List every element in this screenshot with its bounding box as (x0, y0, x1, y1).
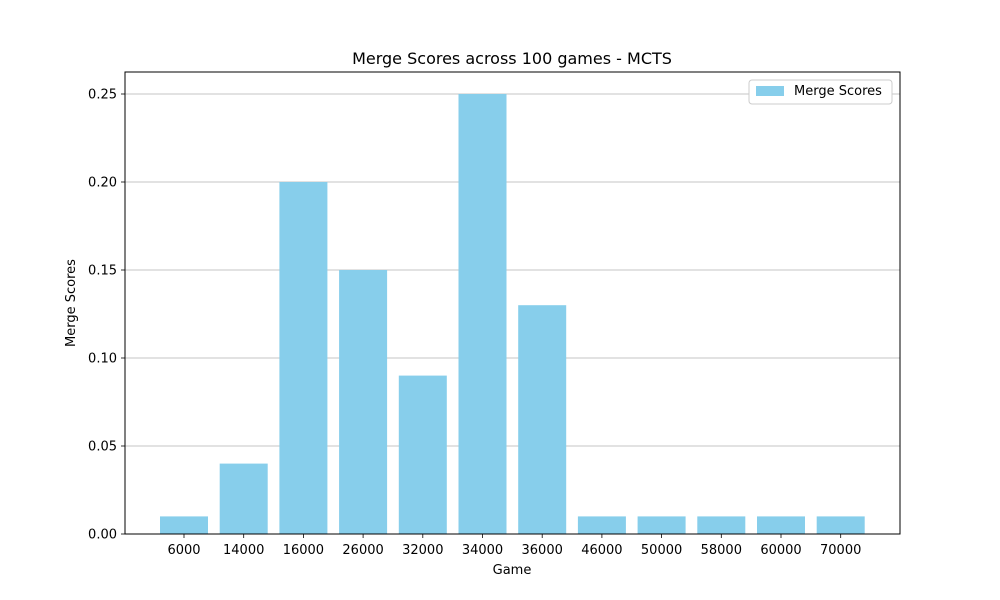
x-ticks: 6000 14000 16000 26000 32000 34000 36000 46000 5… (167, 534, 861, 558)
x-tick-label: 58000 (701, 543, 742, 558)
y-tick-label: 0.20 (88, 176, 117, 191)
x-tick-label: 32000 (402, 543, 443, 558)
x-tick-label: 70000 (820, 543, 861, 558)
bar (219, 463, 268, 534)
legend-label: Merge Scores (794, 84, 882, 99)
x-tick-label: 50000 (641, 543, 682, 558)
x-tick-label: 6000 (167, 543, 200, 558)
plot-frame (124, 71, 901, 535)
chart-title: Merge Scores across 100 games - MCTS (352, 49, 672, 68)
bar (458, 94, 507, 534)
x-axis-label: Game (493, 563, 532, 578)
bar (637, 516, 686, 534)
bar (279, 182, 328, 534)
x-tick-label: 26000 (342, 543, 383, 558)
bar (816, 516, 865, 534)
bar (339, 270, 388, 534)
legend-frame (748, 79, 893, 105)
bar (518, 305, 567, 534)
x-tick-label: 16000 (283, 543, 324, 558)
x-tick-label: 14000 (223, 543, 264, 558)
legend-swatch (756, 86, 784, 96)
y-tick-label: 0.15 (88, 264, 117, 279)
x-tick-label: 46000 (581, 543, 622, 558)
bar (577, 516, 626, 534)
y-axis-label: Merge Scores (64, 259, 79, 347)
bars (160, 94, 865, 534)
y-tick-label: 0.00 (88, 528, 117, 543)
bar (160, 516, 208, 534)
y-tick-label: 0.25 (88, 88, 117, 103)
x-tick-label: 60000 (760, 543, 801, 558)
axes (124, 71, 901, 535)
bar (697, 516, 746, 534)
bar (757, 516, 805, 534)
bar (398, 375, 447, 534)
y-ticks: 0.00 0.05 0.10 0.15 0.20 0.25 (88, 88, 125, 543)
y-tick-label: 0.10 (88, 352, 117, 367)
y-tick-label: 0.05 (88, 440, 117, 455)
x-tick-label: 36000 (522, 543, 563, 558)
legend: Merge Scores (748, 79, 893, 105)
x-tick-label: 34000 (462, 543, 503, 558)
